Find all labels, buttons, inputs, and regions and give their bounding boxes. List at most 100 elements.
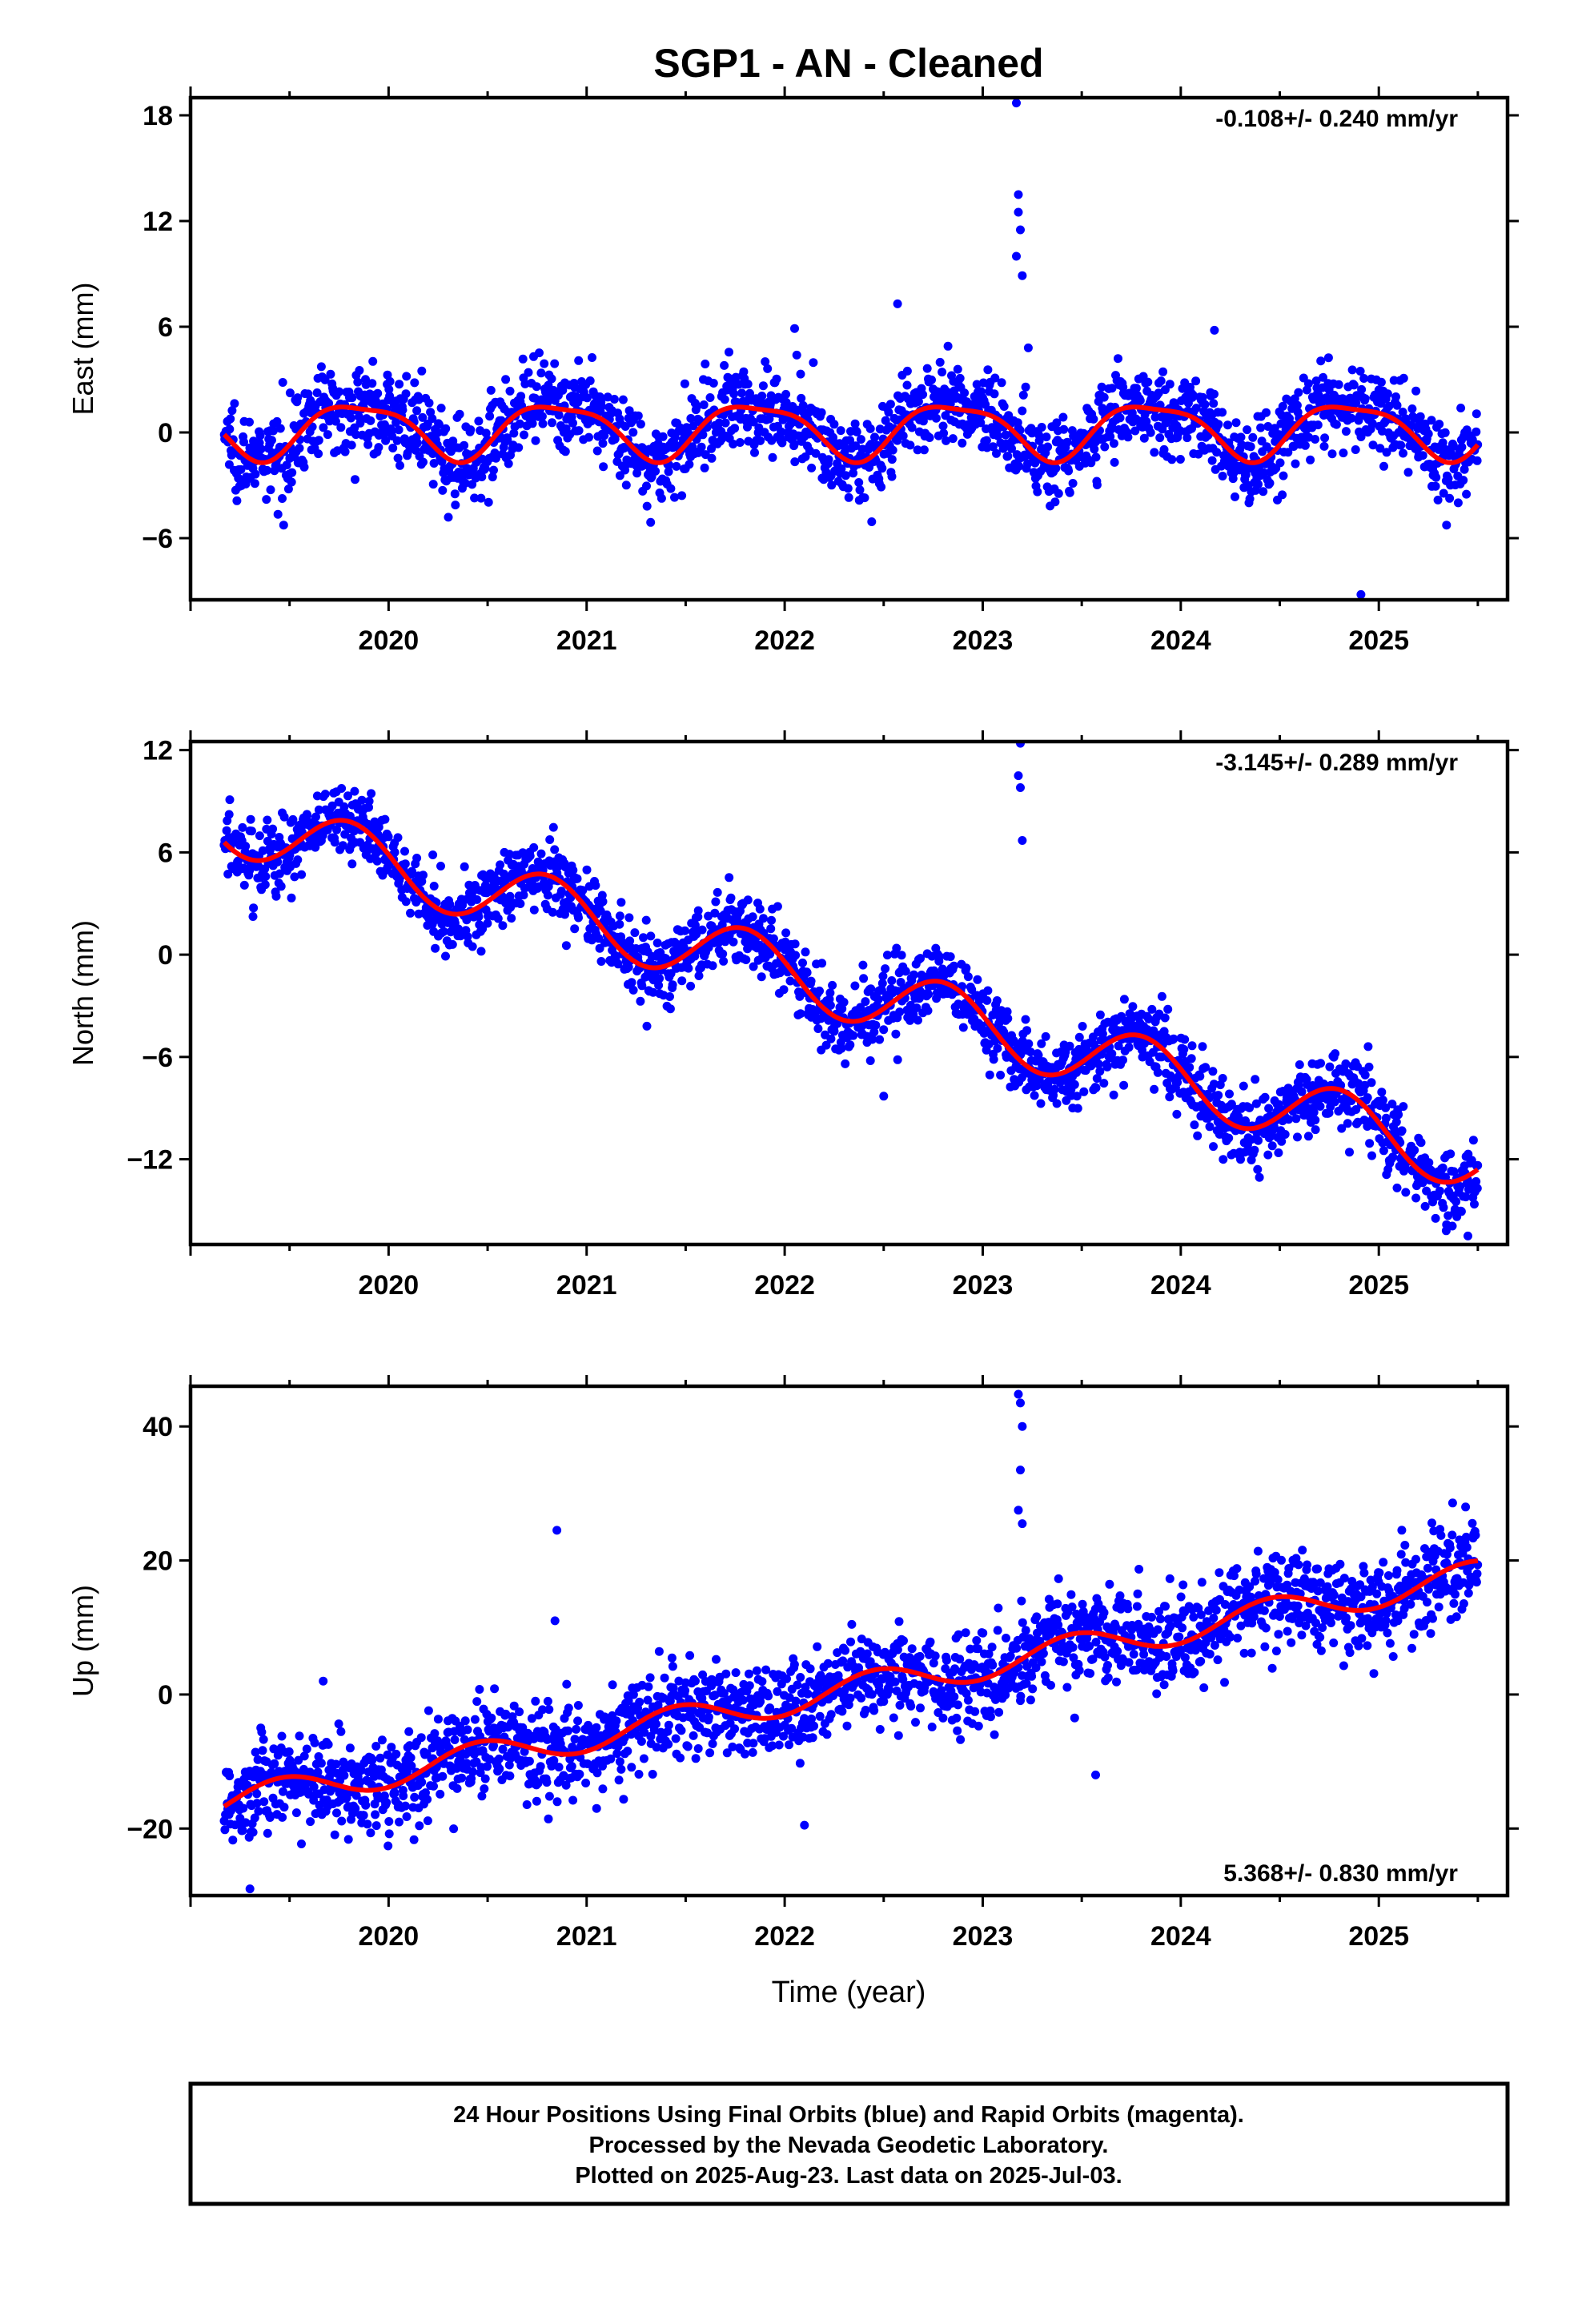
data-point	[792, 350, 801, 360]
data-point	[1376, 377, 1386, 387]
data-point	[255, 431, 265, 440]
data-point	[1245, 494, 1255, 504]
data-point	[1345, 1148, 1354, 1157]
data-point	[1073, 1104, 1082, 1113]
data-point	[527, 1714, 536, 1723]
data-point	[729, 440, 738, 448]
data-point	[1058, 412, 1068, 422]
data-point	[892, 943, 901, 953]
data-point	[574, 356, 584, 365]
data-point	[531, 1696, 540, 1706]
data-point	[697, 925, 707, 935]
data-point	[660, 1673, 669, 1683]
data-point	[1223, 420, 1232, 430]
data-point	[922, 364, 932, 373]
data-point	[1131, 384, 1141, 393]
data-point	[759, 914, 768, 923]
data-point	[1269, 1122, 1279, 1132]
data-point	[1294, 388, 1303, 397]
data-point	[560, 447, 570, 456]
data-point	[1182, 433, 1192, 443]
data-point	[1036, 1099, 1046, 1108]
data-point	[351, 475, 359, 485]
data-point	[992, 448, 1001, 458]
data-point	[637, 981, 647, 991]
data-point	[347, 440, 356, 450]
data-point	[1209, 399, 1219, 408]
data-point	[245, 866, 255, 875]
data-point	[1022, 1026, 1032, 1035]
data-point	[1109, 1090, 1118, 1100]
data-point	[1381, 1103, 1391, 1112]
data-point	[423, 1816, 432, 1826]
data-point	[412, 406, 422, 416]
data-point	[902, 380, 912, 390]
data-point	[680, 379, 689, 388]
data-point	[888, 445, 897, 455]
data-point	[811, 448, 821, 458]
data-point	[310, 1738, 319, 1747]
data-point	[1231, 492, 1239, 501]
data-point	[384, 1817, 394, 1826]
data-point	[666, 484, 676, 493]
data-point	[311, 812, 320, 822]
data-point	[283, 485, 293, 494]
data-point	[343, 1835, 353, 1844]
data-point	[705, 393, 715, 402]
data-point	[363, 1819, 372, 1829]
data-point	[918, 390, 928, 400]
data-point	[668, 1662, 677, 1671]
data-point	[757, 392, 767, 400]
data-point	[1439, 489, 1448, 498]
data-point	[950, 961, 958, 971]
data-point	[528, 419, 537, 428]
data-point	[336, 423, 346, 432]
data-point	[1236, 1155, 1245, 1164]
data-point	[606, 1754, 616, 1763]
y-tick-label: 12	[143, 736, 173, 766]
data-point	[1143, 377, 1153, 387]
data-point	[224, 810, 234, 819]
data-point	[1160, 1013, 1170, 1023]
data-point	[347, 393, 357, 403]
data-point	[1472, 427, 1481, 436]
data-point	[568, 866, 578, 875]
data-point	[670, 432, 680, 442]
data-point	[592, 1803, 601, 1813]
data-point	[263, 465, 272, 475]
data-point	[451, 501, 460, 510]
data-point	[689, 421, 698, 431]
data-point	[239, 1803, 248, 1813]
data-point	[634, 1770, 644, 1779]
data-point	[996, 1071, 1006, 1080]
data-point	[297, 1839, 306, 1848]
data-point	[332, 1808, 341, 1818]
data-point	[757, 972, 766, 982]
data-point	[1250, 1145, 1259, 1155]
data-point	[1015, 425, 1025, 435]
data-point	[1382, 448, 1391, 457]
data-point	[665, 992, 674, 1001]
data-point	[870, 432, 879, 442]
data-point	[997, 378, 1006, 388]
data-point	[367, 1780, 376, 1790]
data-point	[592, 446, 602, 456]
data-point	[332, 825, 342, 834]
data-point	[418, 412, 428, 422]
data-point	[858, 960, 868, 970]
data-point	[1062, 437, 1072, 447]
data-point	[972, 380, 982, 389]
data-point	[902, 366, 912, 376]
data-point	[528, 864, 537, 873]
data-point	[909, 970, 918, 979]
data-point	[756, 436, 765, 445]
data-point	[781, 928, 791, 938]
data-point	[246, 814, 255, 824]
data-point	[410, 1792, 420, 1802]
data-point	[288, 814, 298, 824]
data-point	[490, 1684, 500, 1694]
data-point	[1001, 430, 1010, 440]
data-point	[335, 387, 344, 396]
data-point	[817, 408, 826, 417]
data-point	[709, 379, 718, 388]
